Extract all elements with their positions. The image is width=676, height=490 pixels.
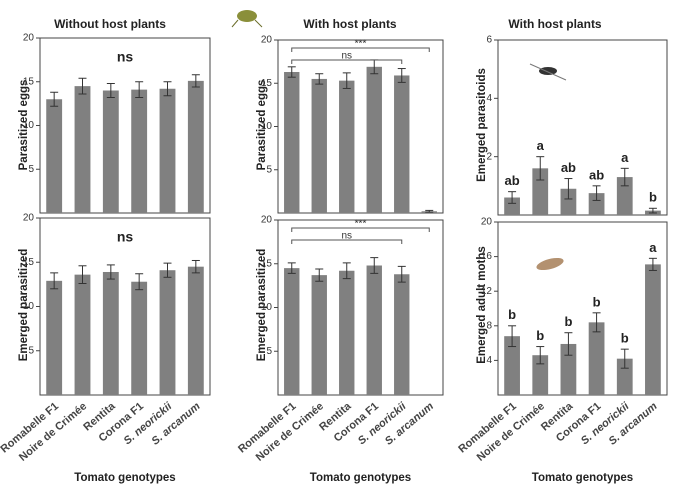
plot-frame [498,40,667,215]
y-axis-label: Emerged adult moths [476,246,488,364]
y-tick-label: 2 [486,151,492,162]
bar [284,72,299,213]
bar [188,81,204,213]
y-tick-label: 12 [481,286,493,297]
bar [188,267,204,395]
significance-letter: b [508,307,516,322]
bar [160,270,176,395]
bar [339,271,354,395]
y-tick-label: 8 [486,320,492,331]
y-tick-label: 10 [23,301,35,312]
y-tick-label: 4 [486,355,492,366]
bar [645,264,661,395]
bracket-label: *** [355,39,367,50]
bracket-label: *** [355,219,367,230]
y-tick-label: 15 [23,257,35,268]
y-tick-label: 5 [28,345,34,356]
y-tick-label: 20 [23,213,35,224]
bar [46,281,62,395]
y-tick-label: 15 [261,258,273,269]
significance-letter: b [649,190,657,205]
bar [103,272,119,395]
y-tick-label: 4 [486,93,492,104]
error-bar [425,210,433,212]
panel-title: Without host plants [54,17,166,31]
bar [367,67,382,213]
panel-title: With host plants [303,17,397,31]
x-axis-label: Tomato genotypes [310,472,411,484]
plot-frame [498,222,667,395]
y-tick-label: 10 [261,121,273,132]
y-tick-label: 20 [261,215,273,226]
figure: Without host plantsParasitized eggs51015… [0,0,676,490]
bar [339,81,354,213]
annotation: ns [117,49,134,65]
bracket-label: ns [341,51,352,62]
annotation: ns [117,229,134,245]
significance-letter: b [536,328,544,343]
significance-letter: a [649,240,657,255]
bar [284,268,299,395]
moth-icon [535,256,565,273]
bar [394,75,409,213]
plot-frame [278,220,443,395]
significance-letter: a [621,150,629,165]
y-tick-label: 20 [23,33,35,44]
bar [75,86,91,213]
y-tick-label: 16 [481,251,493,262]
bar [103,91,119,214]
y-axis-label: Emerged parasitoids [476,68,488,182]
bar [367,266,382,396]
plot-frame [278,40,443,213]
bar [589,322,605,395]
y-tick-label: 20 [261,35,273,46]
y-tick-label: 6 [486,35,492,46]
significance-letter: b [564,314,572,329]
significance-letter: ab [589,167,604,182]
bar [160,89,176,213]
insect-icon [232,10,262,27]
x-axis-label: Tomato genotypes [532,472,633,484]
bar [312,275,327,395]
bar [75,275,91,395]
bar [394,274,409,395]
significance-letter: ab [561,160,576,175]
y-tick-label: 20 [481,217,493,228]
x-axis-label: Tomato genotypes [74,472,175,484]
significance-letter: b [593,294,601,309]
panel-title: With host plants [508,17,602,31]
significance-letter: ab [504,173,519,188]
y-tick-label: 10 [23,120,35,131]
wasp-icon [530,64,566,80]
y-tick-label: 5 [266,164,272,175]
y-tick-label: 5 [266,346,272,357]
bar [46,99,62,213]
bar [131,282,147,395]
y-tick-label: 15 [261,78,273,89]
significance-letter: b [621,331,629,346]
bar [131,90,147,213]
bracket-label: ns [341,231,352,242]
y-tick-label: 5 [28,164,34,175]
y-tick-label: 15 [23,76,35,87]
significance-letter: a [537,138,545,153]
y-tick-label: 10 [261,302,273,313]
bar [312,79,327,213]
